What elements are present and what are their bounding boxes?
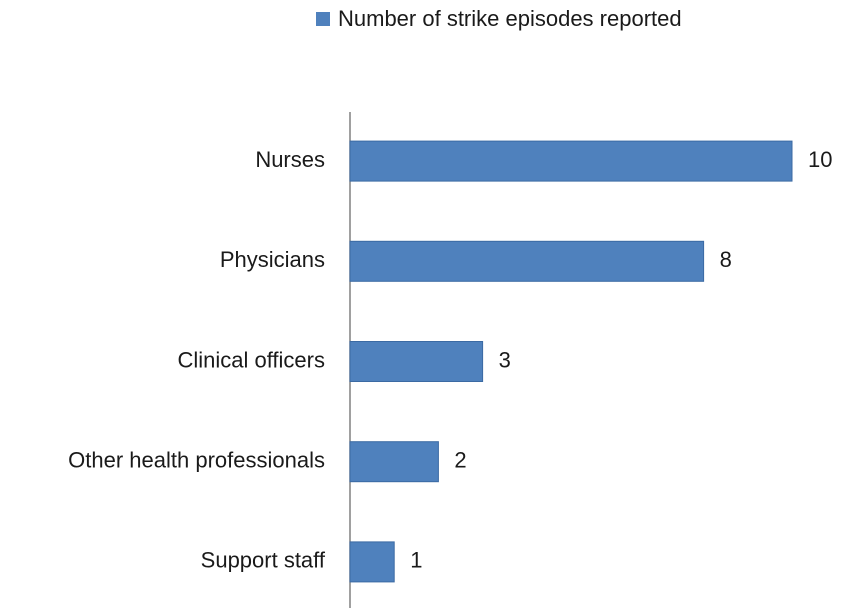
bar	[349, 140, 793, 182]
value-label: 10	[808, 147, 832, 172]
bar	[349, 240, 705, 282]
bar	[349, 541, 395, 583]
value-label: 1	[410, 548, 422, 573]
y-tick-label: Support staff	[201, 548, 326, 573]
value-label: 2	[454, 448, 466, 473]
y-tick-label: Clinical officers	[177, 347, 325, 372]
y-tick-label: Other health professionals	[68, 448, 325, 473]
y-tick-label: Nurses	[255, 147, 325, 172]
legend-label: Number of strike episodes reported	[338, 6, 682, 31]
value-label: 8	[720, 247, 732, 272]
y-tick-label: Physicians	[220, 247, 325, 272]
legend-swatch	[316, 12, 330, 26]
bar	[349, 441, 439, 483]
value-label: 3	[499, 347, 511, 372]
bar	[349, 341, 484, 382]
